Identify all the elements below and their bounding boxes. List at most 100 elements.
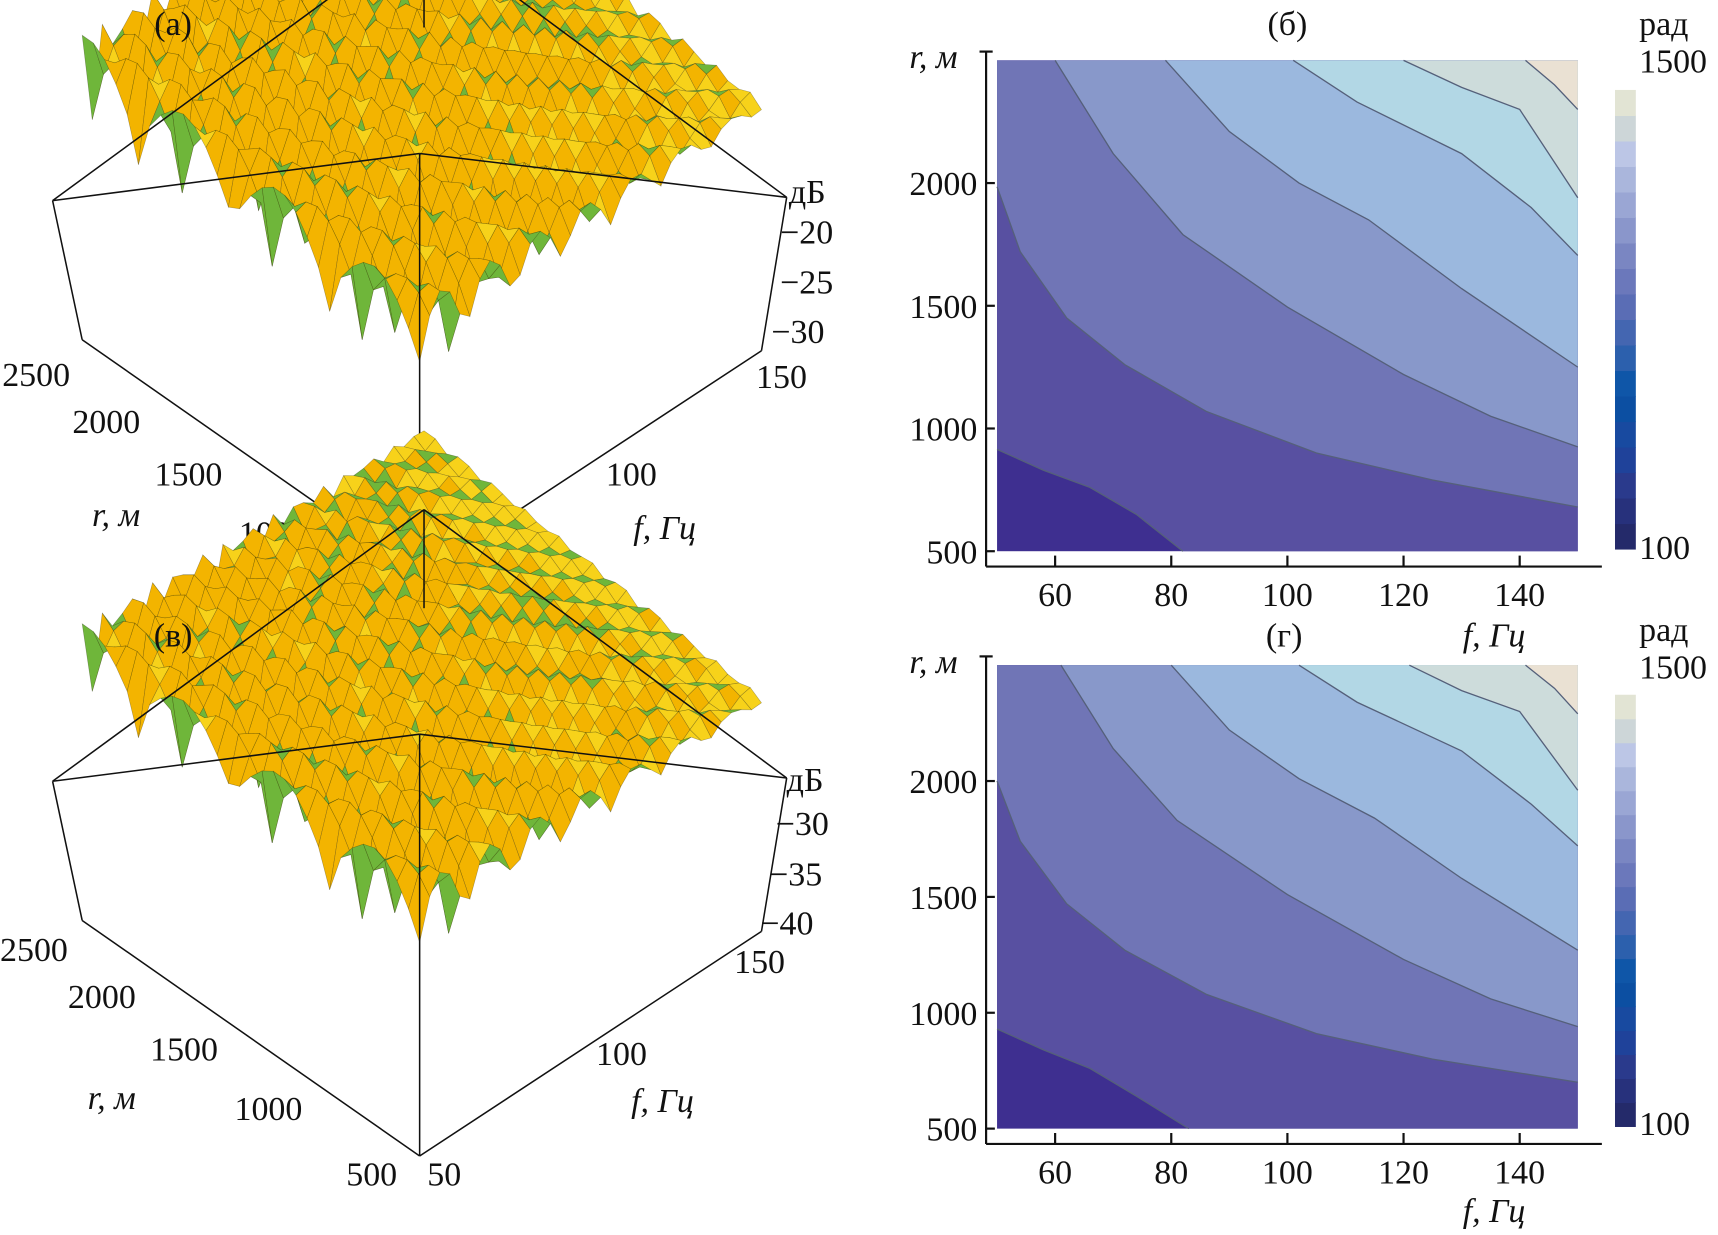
surface-patch [504, 518, 528, 530]
surface-patch [739, 91, 762, 118]
surface-patch [625, 114, 648, 146]
surface-patch [522, 595, 545, 626]
surface-patch [228, 733, 251, 787]
surface-patch [638, 607, 661, 632]
panel-a-z-tick: −25 [780, 265, 833, 302]
panel-b-contours [996, 59, 1579, 552]
surface-patch [265, 683, 288, 719]
surface-patch [604, 582, 627, 604]
surface-patch [222, 76, 244, 99]
surface-patch [332, 474, 356, 498]
surface-patch [580, 675, 604, 690]
surface-patch [628, 143, 651, 179]
panel-g-colorbar-max: 1500 [1639, 649, 1707, 686]
surface-patch [589, 779, 611, 813]
surface-patch [495, 0, 505, 4]
colorbar-band [1615, 934, 1636, 960]
surface-patch [632, 61, 655, 98]
surface-patch [366, 0, 384, 15]
surface-patch [640, 636, 664, 658]
panel-v-f-tick: 100 [596, 1036, 647, 1073]
contour-line [996, 780, 1578, 1083]
contour-region [1299, 665, 1578, 846]
surface-patch [505, 663, 528, 676]
panel-g-colorbar-min: 100 [1639, 1106, 1690, 1143]
contour-region [1525, 665, 1578, 714]
surface-patch [563, 138, 587, 161]
surface-patch [668, 711, 691, 745]
surface-patch [351, 261, 374, 340]
surface-patch [455, 562, 478, 585]
colorbar-band [1615, 447, 1636, 474]
colorbar-band [1615, 344, 1636, 372]
colorbar-band [1615, 1102, 1636, 1127]
surface-patch [672, 633, 695, 660]
surface-patch [640, 630, 662, 637]
panel-v-f-label: f, Гц [631, 1083, 694, 1120]
surface-patch [568, 649, 591, 674]
surface-patch [187, 624, 210, 643]
surface-patch [551, 108, 574, 157]
surface-patch [552, 4, 576, 23]
y-tick-label: 1000 [909, 996, 977, 1033]
surface-patch [315, 524, 338, 541]
surface-patch [709, 116, 732, 130]
surface-patch [684, 63, 707, 92]
surface-patch [362, 261, 386, 291]
surface-patch [540, 696, 563, 715]
surface-patch [499, 0, 522, 7]
axis-box-edge [760, 197, 788, 351]
surface-patch [268, 128, 291, 161]
panel-b-x-label: f, Гц [1463, 618, 1526, 655]
x-tick-label: 120 [1378, 1154, 1429, 1191]
surface-patch [585, 605, 608, 630]
colorbar-band [1615, 718, 1636, 744]
y-tick-label: 2000 [909, 166, 977, 203]
axis-box-edge [51, 781, 83, 921]
surface-patch [629, 36, 652, 58]
surface-patch [644, 681, 667, 707]
axis-box-edge [81, 919, 421, 1157]
surface-patch [235, 113, 258, 157]
colorbar-band [1615, 191, 1636, 219]
x-tick-label: 60 [1038, 1154, 1072, 1191]
surface-patch [81, 623, 104, 692]
colorbar-band [1615, 886, 1636, 912]
x-tick-label: 100 [1262, 1154, 1313, 1191]
surface-patch [694, 63, 718, 75]
surface-patch [564, 7, 587, 38]
surface-patch [609, 173, 632, 199]
contour-line [1525, 664, 1579, 715]
x-tick-label: 140 [1494, 1154, 1545, 1191]
surface-patch [623, 680, 646, 701]
panel-g-colorbar [1615, 694, 1636, 1127]
panel-v-r-label: r, м [88, 1080, 136, 1117]
axis-box-edge [419, 152, 787, 199]
surface-patch [695, 668, 719, 685]
contour-line [1292, 59, 1579, 256]
panel-v-r-tick: 2500 [0, 932, 68, 969]
surface-patch [599, 174, 622, 226]
panel-v-z-tick: −30 [776, 806, 829, 843]
surface-patch [668, 118, 691, 155]
surface-patch [399, 516, 422, 538]
surface-patch [706, 64, 729, 93]
contour-line [1164, 59, 1579, 368]
surface-patch [686, 89, 708, 93]
surface-patch [591, 85, 614, 128]
surface-patch [268, 713, 291, 744]
colorbar-band [1615, 421, 1636, 448]
panel-a-f-tick: 150 [756, 359, 807, 396]
surface-patch [589, 191, 611, 225]
surface-patch [544, 753, 568, 772]
surface-patch [318, 803, 340, 890]
axis-box-edge [423, 508, 788, 779]
surface-patch [500, 719, 523, 742]
panel-a-r-tick: 2500 [2, 357, 70, 394]
surface-patch [674, 68, 697, 92]
contour-line [996, 186, 1578, 508]
surface-patch [570, 556, 594, 576]
axis-box-edge [52, 152, 420, 202]
surface-patch [628, 734, 651, 768]
surface-patch [563, 728, 587, 750]
